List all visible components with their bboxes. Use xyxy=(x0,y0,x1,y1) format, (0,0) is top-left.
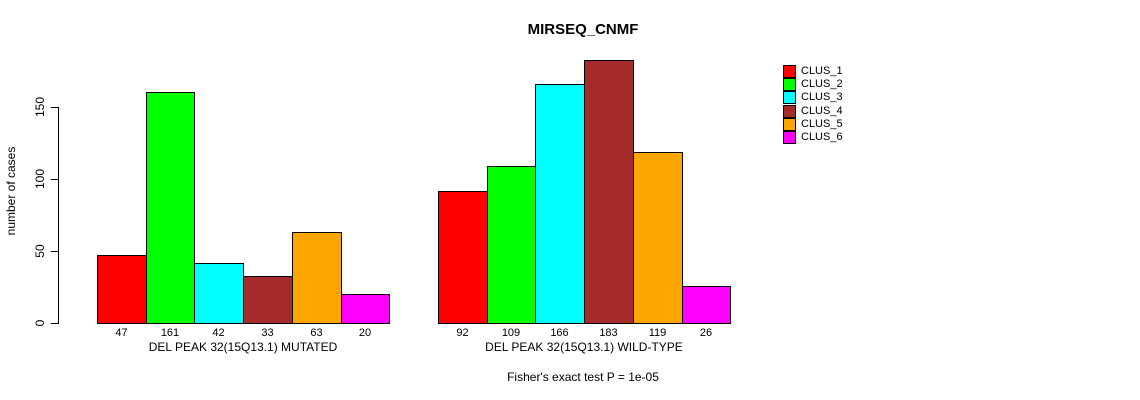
bar-value-label: 166 xyxy=(550,327,569,339)
bar-clus_5-group2 xyxy=(633,152,683,324)
bar-value-label: 183 xyxy=(599,327,618,339)
legend-swatch-clus_1 xyxy=(783,65,796,78)
y-tick-label: 0 xyxy=(33,319,47,327)
bar-value-label: 42 xyxy=(212,327,225,339)
bar-value-label: 47 xyxy=(115,327,128,339)
bar-value-label: 92 xyxy=(456,327,469,339)
bar-clus_1-group2 xyxy=(438,191,488,324)
bar-clus_6-group2 xyxy=(682,286,731,324)
y-tick-label: 50 xyxy=(33,244,47,258)
bar-clus_5-group1 xyxy=(292,232,342,324)
bar-value-label: 20 xyxy=(358,327,372,339)
bar-value-label: 63 xyxy=(310,327,323,339)
y-tick xyxy=(51,323,59,324)
y-tick xyxy=(51,107,59,108)
group-label: DEL PEAK 32(15Q13.1) WILD-TYPE xyxy=(485,340,683,354)
y-tick-label: 100 xyxy=(33,168,47,190)
legend-label-clus_1: CLUS_1 xyxy=(801,65,843,77)
legend-label-clus_3: CLUS_3 xyxy=(801,91,843,103)
bar-value-label: 161 xyxy=(160,327,180,339)
legend-swatch-clus_5 xyxy=(783,118,796,131)
legend-label-clus_6: CLUS_6 xyxy=(801,131,843,143)
y-tick-label: 150 xyxy=(33,96,47,118)
bar-clus_4-group2 xyxy=(584,60,634,324)
legend-swatch-clus_2 xyxy=(783,78,796,91)
bar-value-label: 26 xyxy=(699,327,713,339)
bar-clus_2-group2 xyxy=(487,166,536,324)
y-tick xyxy=(51,251,59,252)
bar-clus_2-group1 xyxy=(146,92,195,324)
legend-swatch-clus_4 xyxy=(783,105,796,118)
y-tick xyxy=(51,179,59,180)
legend-label-clus_4: CLUS_4 xyxy=(801,105,843,117)
bar-value-label: 109 xyxy=(501,327,521,339)
bar-clus_4-group1 xyxy=(243,276,293,324)
bar-clus_6-group1 xyxy=(341,294,390,324)
group-label: DEL PEAK 32(15Q13.1) MUTATED xyxy=(148,340,338,354)
bar-clus_3-group2 xyxy=(535,84,585,324)
legend-label-clus_2: CLUS_2 xyxy=(801,78,843,90)
bar-value-label: 33 xyxy=(261,327,274,339)
bar-value-label: 119 xyxy=(648,327,667,339)
legend-swatch-clus_3 xyxy=(783,91,796,104)
legend-swatch-clus_6 xyxy=(783,131,796,144)
bar-clus_3-group1 xyxy=(194,263,244,324)
fisher-test-annotation: Fisher's exact test P = 1e-05 xyxy=(507,370,659,384)
legend-label-clus_5: CLUS_5 xyxy=(801,118,843,130)
chart-title: MIRSEQ_CNMF xyxy=(527,21,639,38)
y-axis-line xyxy=(58,108,59,324)
bar-clus_1-group1 xyxy=(97,255,147,324)
